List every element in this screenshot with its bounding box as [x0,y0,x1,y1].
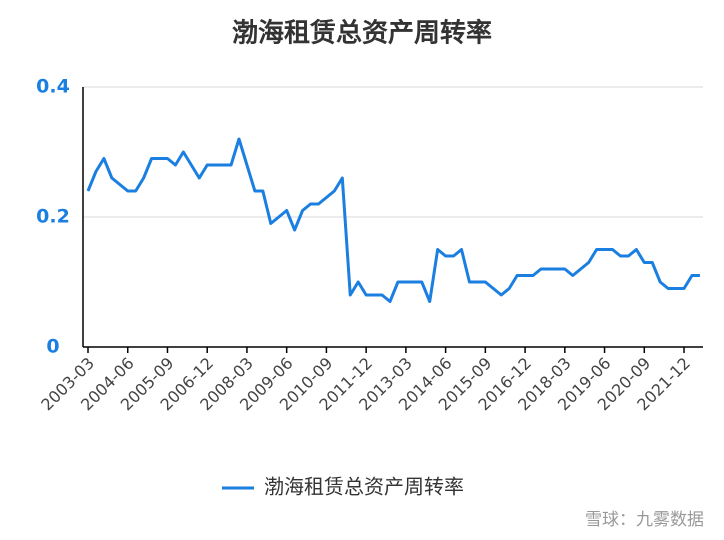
y-tick-label: 0.4 [36,76,70,98]
y-tick-label: 0.2 [36,206,70,228]
y-tick-label: 0 [46,336,59,358]
watermark: 雪球：九雾数据 [585,510,704,530]
legend-label: 渤海租赁总资产周转率 [264,475,464,499]
chart-title: 渤海租赁总资产周转率 [232,18,492,49]
line-series [86,137,700,303]
